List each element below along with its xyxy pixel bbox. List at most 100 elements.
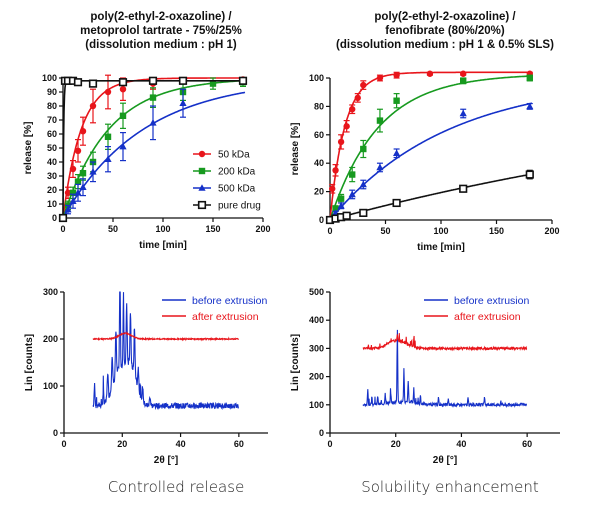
release-fenofibrate-point-red-7 [360, 81, 367, 89]
xrd-controlled-x-axis-label: 2θ [°] [154, 455, 178, 466]
release-fenofibrate-point-blue-7 [459, 109, 467, 117]
xrd-solubility-ytick-label-400: 400 [309, 315, 324, 325]
release-fenofibrate-point-red-4 [343, 123, 350, 130]
release-metoprolol-xtick-label-150: 150 [205, 224, 220, 234]
release-metoprolol-legend-marker-200-kda [198, 167, 206, 175]
release-fenofibrate-point-red-9 [393, 71, 400, 79]
release-metoprolol-point-pure-drug-5 [88, 79, 98, 88]
release-fenofibrate-title-line-2: fenofibrate (80%/20%) [385, 25, 505, 37]
release-metoprolol-point-200-kda-10 [209, 80, 217, 87]
release-metoprolol-point-500-kda-3 [74, 189, 82, 196]
release-metoprolol-ytick-label-90: 90 [47, 87, 57, 97]
release-metoprolol-point-200-kda-6 [104, 133, 112, 140]
xrd-controlled-ytick-label-300: 300 [43, 287, 58, 297]
release-metoprolol-legend-label-200-kda: 200 kDa [218, 167, 256, 178]
xrd-solubility-ytick-label-500: 500 [309, 287, 324, 297]
release-fenofibrate-ytick-label-100: 100 [309, 73, 324, 83]
xrd-controlled-ytick-label-200: 200 [43, 334, 58, 344]
release-fenofibrate-point-red-11 [460, 70, 467, 77]
release-metoprolol-ytick-label-70: 70 [47, 115, 57, 125]
release-metoprolol-ytick-label-60: 60 [47, 129, 57, 139]
release-metoprolol-ytick-label-40: 40 [47, 157, 57, 167]
release-metoprolol-point-pure-drug-9 [238, 76, 248, 85]
release-fenofibrate-ytick-label-20: 20 [314, 187, 324, 197]
release-fenofibrate-point-red-1 [329, 185, 336, 192]
release-metoprolol-title-line-1: poly(2-ethyl-2-oxazoline) / [90, 11, 232, 23]
release-metoprolol-ytick-label-80: 80 [47, 101, 57, 111]
release-metoprolol-legend [193, 150, 211, 210]
xrd-solubility-xtick-label-0: 0 [327, 439, 332, 449]
xrd-solubility-xtick-label-20: 20 [391, 439, 401, 449]
release-metoprolol-point-50-kda-1 [64, 189, 72, 196]
release-metoprolol-point-50-kda-6 [104, 88, 112, 96]
xrd-controlled-trace-after-extrusion [92, 330, 240, 342]
release-fenofibrate-point-green-8 [526, 74, 533, 82]
release-metoprolol-point-500-kda-1 [64, 205, 72, 213]
release-metoprolol-point-500-kda-8 [149, 119, 157, 126]
release-fenofibrate-point-red-2 [332, 167, 339, 174]
release-fenofibrate-point-green-4 [360, 145, 367, 153]
xrd-controlled-axes [60, 291, 268, 437]
release-metoprolol-legend-marker-500-kda [198, 184, 206, 191]
release-metoprolol-ytick-label-0: 0 [52, 213, 57, 223]
release-metoprolol-point-200-kda-7 [119, 112, 127, 119]
release-fenofibrate-point-blue-6 [393, 149, 401, 157]
release-fenofibrate-point-green-6 [393, 97, 400, 104]
xrd-solubility-legend [424, 299, 448, 317]
release-fenofibrate-point-blue-2 [337, 202, 345, 209]
release-metoprolol-point-50-kda-2 [69, 165, 77, 173]
xrd-solubility-ytick-label-200: 200 [309, 372, 324, 382]
release-metoprolol-ytick-label-30: 30 [47, 171, 57, 181]
release-fenofibrate-point-green-1 [332, 205, 339, 212]
release-fenofibrate-xtick-label-150: 150 [489, 226, 504, 236]
release-metoprolol-point-500-kda-6 [104, 155, 112, 162]
release-fenofibrate-point-red-6 [354, 94, 361, 102]
xrd-controlled-legend-label-after-extrusion: after extrusion [192, 311, 259, 323]
release-fenofibrate-xtick-label-100: 100 [433, 226, 448, 236]
release-fenofibrate-ytick-label-0: 0 [319, 215, 324, 225]
release-metoprolol-point-50-kda-5 [89, 102, 97, 110]
xrd-solubility-axes [326, 291, 560, 437]
release-fenofibrate-ytick-label-40: 40 [314, 158, 324, 168]
release-fenofibrate-point-green-3 [349, 171, 356, 178]
xrd-controlled-xtick-label-20: 20 [117, 439, 127, 449]
release-metoprolol-xtick-label-100: 100 [155, 224, 170, 234]
release-fenofibrate-point-black-3 [342, 211, 351, 220]
release-metoprolol-point-200-kda-3 [74, 178, 82, 185]
xrd-solubility-x-axis-label: 2θ [°] [433, 455, 457, 466]
release-fenofibrate-series-red [326, 70, 533, 224]
release-fenofibrate-point-green-2 [337, 195, 345, 202]
release-fenofibrate-point-red-3 [337, 138, 345, 146]
release-metoprolol-ytick-label-50: 50 [47, 143, 57, 153]
release-metoprolol-point-pure-drug-7 [148, 76, 158, 85]
release-metoprolol-legend-marker-50-kda [198, 150, 206, 158]
xrd-solubility-trace-after-extrusion [362, 333, 528, 352]
release-metoprolol-xtick-label-200: 200 [255, 224, 270, 234]
xrd-solubility-ytick-label-100: 100 [309, 400, 324, 410]
release-metoprolol-legend-label-50-kda: 50 kDa [218, 150, 250, 161]
release-fenofibrate-point-green-5 [376, 117, 384, 124]
release-fenofibrate-ytick-label-80: 80 [314, 101, 324, 111]
release-fenofibrate-point-black-6 [459, 184, 468, 193]
release-fenofibrate-point-black-4 [359, 208, 368, 218]
xrd-controlled-xtick-label-0: 0 [61, 439, 66, 449]
release-metoprolol-point-500-kda-2 [69, 197, 77, 204]
release-metoprolol-title-line-3: (dissolution medium : pH 1) [85, 39, 237, 51]
release-metoprolol-series-500-kda [59, 88, 246, 221]
release-metoprolol-point-pure-drug-8 [178, 76, 188, 85]
release-metoprolol-xtick-label-50: 50 [108, 224, 118, 234]
release-fenofibrate-point-green-7 [460, 77, 467, 85]
xrd-solubility-trace-before-extrusion [362, 329, 528, 409]
xrd-controlled-xtick-label-60: 60 [234, 439, 244, 449]
caption-controlled-release: Controlled release [107, 478, 245, 496]
xrd-solubility-ytick-label-300: 300 [309, 343, 324, 353]
xrd-controlled-trace-before-extrusion [92, 291, 240, 411]
release-metoprolol-point-200-kda-2 [69, 189, 77, 196]
release-metoprolol-ytick-label-100: 100 [42, 73, 57, 83]
release-fenofibrate-series-blue [326, 102, 534, 223]
caption-solubility-enhancement: Solubility enhancement [361, 478, 539, 496]
release-fenofibrate-fit-curve-blue [329, 102, 533, 221]
release-metoprolol-point-200-kda-8 [149, 94, 157, 101]
